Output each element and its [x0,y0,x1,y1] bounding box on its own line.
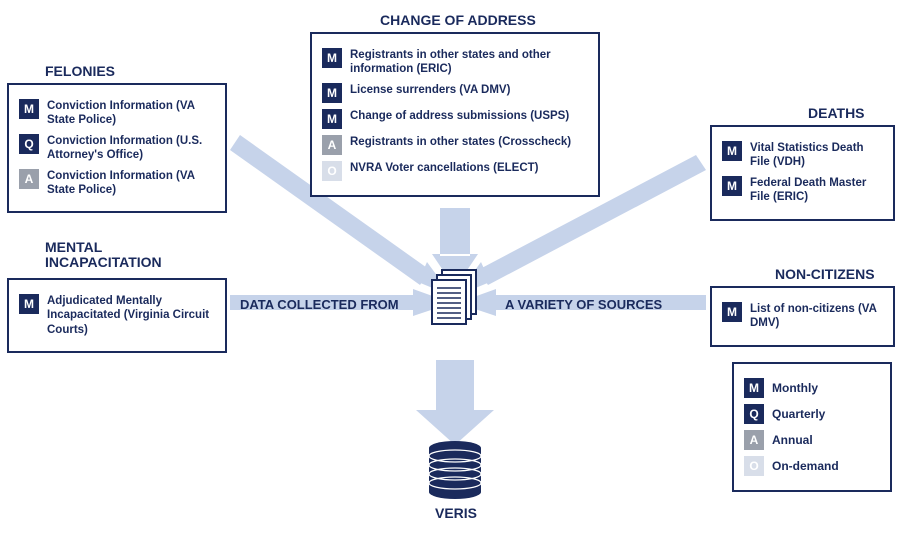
legend-label: Annual [772,433,813,447]
database-icon [425,440,485,500]
item-label: Change of address submissions (USPS) [350,109,569,123]
data-source-item: Q Conviction Information (U.S. Attorney's… [19,134,215,163]
item-label: Registrants in other states (Crosscheck) [350,135,571,149]
data-source-item: M Adjudicated Mentally Incapacitated (Vir… [19,294,215,337]
flow-label-right: A VARIETY OF SOURCES [505,297,662,312]
item-label: License surrenders (VA DMV) [350,83,510,97]
item-label: Conviction Information (U.S. Attorney's … [47,134,215,163]
item-label: List of non-citizens (VA DMV) [750,302,883,331]
frequency-badge: A [744,430,764,450]
legend-label: On-demand [772,459,839,473]
frequency-badge: A [322,135,342,155]
felonies-title: FELONIES [45,63,115,79]
legend-box: M Monthly Q Quarterly A Annual O On-demand [732,362,892,492]
item-label: Federal Death Master File (ERIC) [750,176,883,205]
frequency-badge: M [19,99,39,119]
flow-label-left: DATA COLLECTED FROM [240,297,399,312]
data-source-item: A Conviction Information (VA State Police… [19,169,215,198]
data-source-item: M Conviction Information (VA State Police… [19,99,215,128]
veris-label: VERIS [435,505,477,521]
deaths-box: M Vital Statistics Death File (VDH) M Feder… [710,125,895,221]
data-source-item: M Registrants in other states and other i… [322,48,588,77]
legend-item: A Annual [744,430,880,450]
frequency-badge: Q [744,404,764,424]
coa-box: M Registrants in other states and other i… [310,32,600,197]
frequency-badge: M [722,302,742,322]
mental-box: M Adjudicated Mentally Incapacitated (Vir… [7,278,227,353]
frequency-badge: M [722,176,742,196]
felonies-box: M Conviction Information (VA State Police… [7,83,227,213]
data-source-item: M License surrenders (VA DMV) [322,83,588,103]
data-source-item: M Federal Death Master File (ERIC) [722,176,883,205]
frequency-badge: O [744,456,764,476]
data-source-item: O NVRA Voter cancellations (ELECT) [322,161,588,181]
frequency-badge: M [722,141,742,161]
frequency-badge: M [322,83,342,103]
noncitizens-box: M List of non-citizens (VA DMV) [710,286,895,347]
data-source-item: M Change of address submissions (USPS) [322,109,588,129]
frequency-badge: M [19,294,39,314]
data-source-item: M Vital Statistics Death File (VDH) [722,141,883,170]
item-label: Vital Statistics Death File (VDH) [750,141,883,170]
data-source-item: M List of non-citizens (VA DMV) [722,302,883,331]
item-label: Registrants in other states and other in… [350,48,588,77]
item-label: Conviction Information (VA State Police) [47,169,215,198]
deaths-title: DEATHS [808,105,865,121]
legend-item: Q Quarterly [744,404,880,424]
item-label: Conviction Information (VA State Police) [47,99,215,128]
frequency-badge: O [322,161,342,181]
frequency-badge: M [322,109,342,129]
coa-title: CHANGE OF ADDRESS [380,12,536,28]
noncitizens-title: NON-CITIZENS [775,266,875,282]
data-source-item: A Registrants in other states (Crosscheck… [322,135,588,155]
legend-label: Monthly [772,381,818,395]
legend-item: M Monthly [744,378,880,398]
frequency-badge: M [744,378,764,398]
legend-item: O On-demand [744,456,880,476]
item-label: Adjudicated Mentally Incapacitated (Virg… [47,294,215,337]
item-label: NVRA Voter cancellations (ELECT) [350,161,539,175]
frequency-badge: A [19,169,39,189]
document-stack-icon [430,268,482,332]
legend-label: Quarterly [772,407,825,421]
mental-title: MENTALINCAPACITATION [45,240,162,271]
frequency-badge: Q [19,134,39,154]
frequency-badge: M [322,48,342,68]
